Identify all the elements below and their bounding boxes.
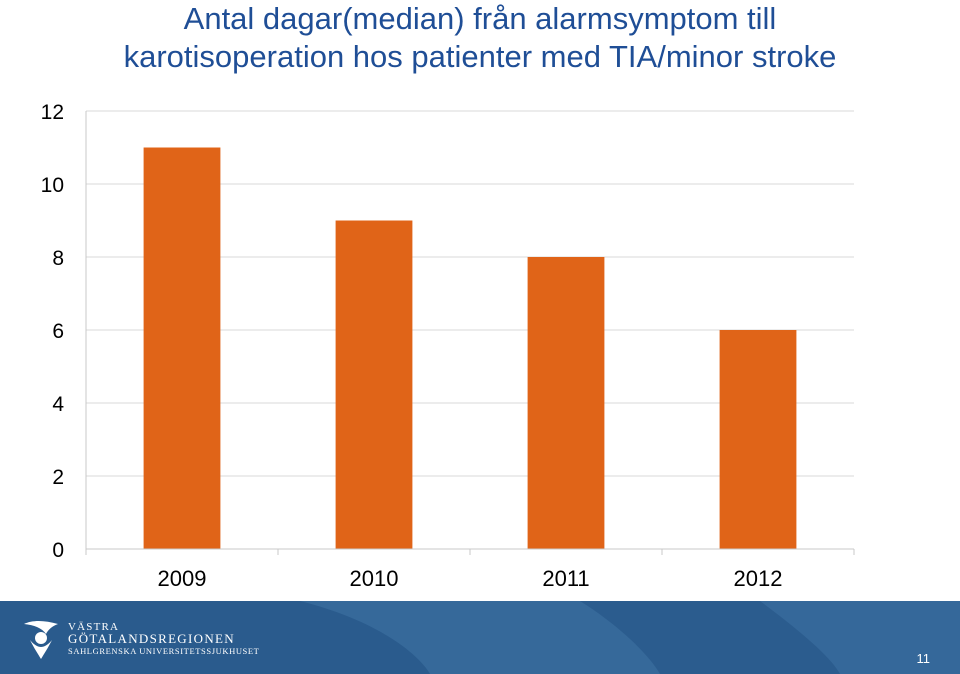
bar-chart: 0 2 4 6 8 10 12 2009 2010 2011 2012 — [41, 101, 855, 591]
bar-2011 — [527, 257, 605, 549]
tick-labels: 0 2 4 6 8 10 12 2009 2010 2011 2012 — [41, 101, 783, 591]
bar-2009 — [143, 147, 221, 549]
bars — [143, 147, 797, 549]
bar-2010 — [335, 220, 413, 549]
logo-text-line-3: SAHLGRENSKA UNIVERSITETSSJUKHUSET — [68, 646, 260, 656]
axes — [85, 111, 855, 555]
bar-2012 — [719, 330, 797, 549]
vgr-logo-icon — [24, 621, 58, 659]
logo-text-line-2: GÖTALANDSREGIONEN — [68, 631, 235, 646]
x-tick-label: 2010 — [350, 566, 399, 591]
y-tick-label: 10 — [41, 174, 64, 197]
x-tick-label: 2012 — [734, 566, 783, 591]
page-number: 11 — [916, 651, 931, 666]
x-tick-label: 2011 — [542, 566, 589, 591]
y-tick-label: 0 — [52, 539, 64, 562]
y-tick-label: 8 — [52, 247, 64, 270]
organization-logo: VÄSTRA GÖTALANDSREGIONEN SAHLGRENSKA UNI… — [22, 617, 259, 661]
chart-title: Antal dagar(median) från alarmsymptom ti… — [0, 0, 960, 76]
logo-text-line-1: VÄSTRA — [68, 621, 120, 633]
x-tick-label: 2009 — [158, 566, 207, 591]
chart-title-line-2: karotisoperation hos patienter med TIA/m… — [123, 39, 837, 74]
y-tick-label: 2 — [52, 466, 64, 489]
y-tick-label: 12 — [41, 101, 64, 124]
y-tick-label: 6 — [52, 320, 64, 343]
footer-bar: VÄSTRA GÖTALANDSREGIONEN SAHLGRENSKA UNI… — [0, 601, 960, 674]
y-tick-label: 4 — [52, 393, 64, 416]
footer-wave-decoration — [300, 601, 960, 674]
chart-title-line-1: Antal dagar(median) från alarmsymptom ti… — [183, 1, 777, 36]
